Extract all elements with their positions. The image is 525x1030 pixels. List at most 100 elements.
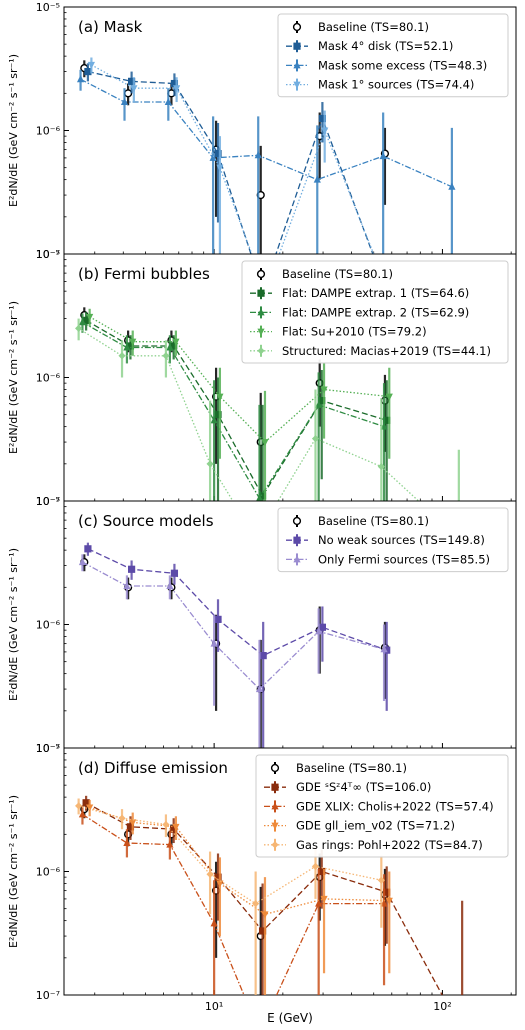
legend-marker [293,61,301,69]
data-point [166,840,174,848]
legend-label: Baseline (TS=80.1) [282,267,393,281]
y-tick-label: 10⁻⁵ [36,742,60,755]
data-point [252,899,260,908]
data-point [170,79,179,88]
legend-entry: No weak sources (TS=149.8) [286,533,485,547]
data-point [311,862,320,870]
legend-label: Flat: Su+2010 (TS=79.2) [282,325,427,339]
legend-marker [257,328,265,336]
legend-box [277,507,509,573]
series-line [80,78,453,188]
legend-label: Baseline (TS=80.1) [318,514,429,528]
legend-marker [271,822,279,830]
y-tick-label: 10⁻⁷ [36,989,60,1002]
data-point [82,799,90,807]
legend-box [277,13,509,98]
data-point [206,460,214,468]
y-tick-label: 10⁻⁶ [36,619,61,632]
data-point [256,494,263,501]
y-tick-label: 10⁻⁷ [36,248,60,261]
data-point [76,75,85,83]
y-tick-label: 10⁻⁷ [36,495,60,508]
data-point [129,338,137,346]
data-point [255,684,264,693]
data-point [320,386,328,394]
data-point [216,880,224,888]
data-point [172,338,180,346]
x-tick-label: 10¹ [205,1000,223,1013]
data-point [315,400,323,408]
data-layer [76,57,456,254]
legend-label: Flat: DAMPE extrap. 2 (TS=62.9) [282,305,469,319]
data-point [118,814,126,822]
data-point [258,492,267,500]
legend-entry: Baseline (TS=80.1) [256,267,393,281]
series-line [87,70,374,254]
legend-label: GDE XLIX: Cholis+2022 (TS=57.4) [296,799,494,813]
data-point [166,581,174,589]
data-point [130,85,138,93]
data-point [126,823,135,831]
data-layer [78,542,391,748]
legend-label: No weak sources (TS=149.8) [318,533,485,547]
y-axis-label: E²dN/dE (GeV cm⁻² s⁻¹ sr⁻¹) [7,54,20,207]
legend-marker [270,763,280,773]
data-point [315,627,323,635]
data-point [383,646,391,654]
legend-label: Mask 4° disk (TS=52.1) [318,39,453,53]
legend-label: Structured: Macias+2019 (TS=44.1) [282,344,491,358]
legend-marker [293,81,301,89]
legend-box [241,260,509,364]
panels-group: 10⁻⁶ 10⁻⁵ 10⁻⁷ E²dN/dE (GeV cm⁻² s⁻¹ sr⁻¹) (… [7,1,517,1013]
data-point [166,343,174,351]
y-tick-label: 10⁻⁵ [36,1,60,14]
data-point [320,895,328,904]
data-point [206,870,214,878]
data-point [214,150,222,158]
legend-marker [271,802,279,810]
x-axis-label: E (GeV) [267,1011,313,1025]
data-point [120,97,129,106]
legend-entry: Baseline (TS=80.1) [292,514,429,528]
panel-title: (b) Fermi bubbles [78,265,210,283]
legend-marker [257,347,265,355]
legend-entry: Baseline (TS=80.1) [292,20,429,34]
data-point [383,416,391,424]
data-point [313,175,321,183]
legend-entry: Flat: DAMPE extrap. 2 (TS=62.9) [250,305,469,319]
data-point [261,911,269,919]
legend-marker [292,516,302,526]
data-point [127,565,136,573]
data-point [75,802,83,810]
series-2 [84,63,374,254]
legend-marker [256,269,266,279]
y-tick-label: 10⁻⁶ [36,866,61,879]
data-point [383,888,391,896]
data-point [84,67,92,76]
data-point [377,876,385,884]
data-point [162,820,170,829]
data-point [318,867,326,876]
data-point [321,127,329,135]
data-point [214,873,222,881]
data-point [318,114,326,123]
data-point [170,825,178,833]
data-point [385,897,393,905]
legend: Baseline (TS=80.1) GDE ˢSᶻ4ᵀ∞ (TS=106.0) G… [255,754,509,858]
legend-entry: Mask some excess (TS=48.3) [286,58,487,72]
data-point [126,342,135,350]
series-3 [78,313,388,501]
data-layer [75,795,464,995]
y-axis-label: E²dN/dE (GeV cm⁻² s⁻¹ sr⁻¹) [7,548,20,701]
legend-entry: Gas rings: Pohl+2022 (TS=84.7) [264,838,483,852]
data-point [259,651,267,660]
data-point [78,557,87,566]
data-point [127,77,136,85]
data-point [78,318,87,326]
data-point [216,393,224,401]
data-point [173,85,181,93]
data-point [84,545,92,553]
data-point [118,352,126,360]
